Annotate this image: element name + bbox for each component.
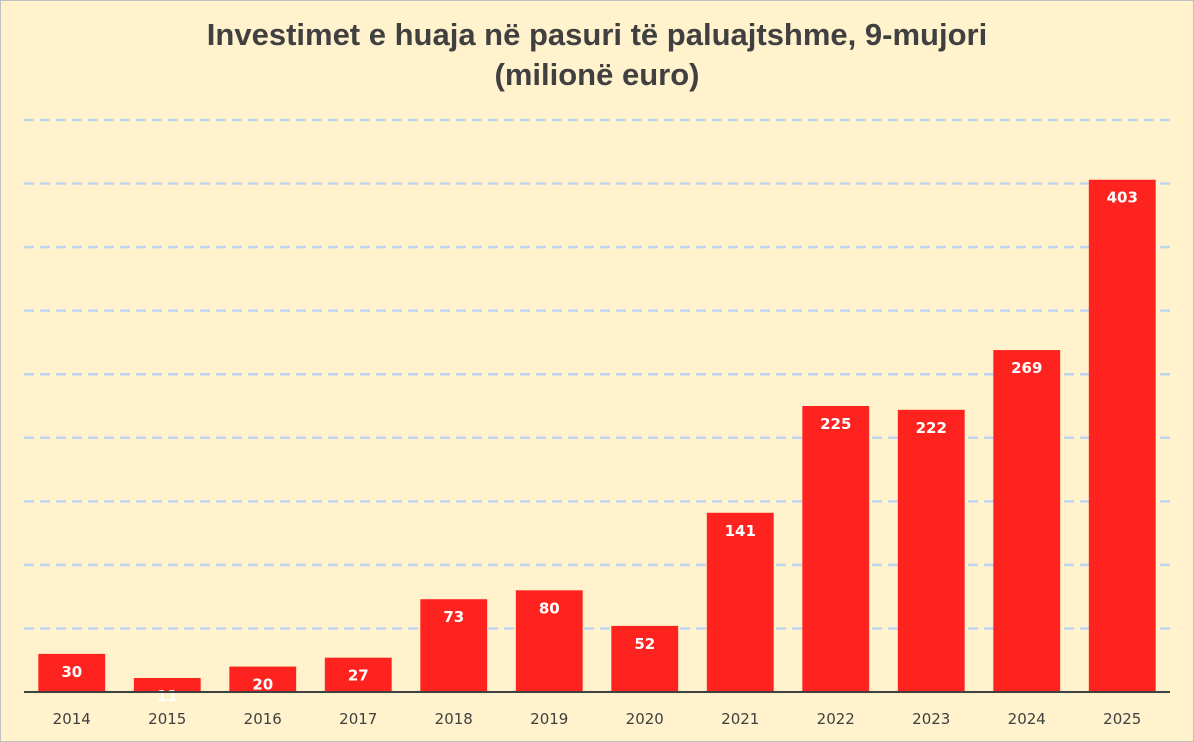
x-tick-label: 2019: [530, 710, 568, 728]
chart-subtitle: (milionë euro): [494, 57, 700, 92]
x-tick-label: 2021: [721, 710, 759, 728]
x-tick-label: 2016: [244, 710, 282, 728]
bar: [324, 657, 392, 692]
bar: [802, 406, 870, 692]
data-label: 403: [1107, 189, 1138, 207]
x-tick-label: 2018: [435, 710, 473, 728]
chart-title: Investimet e huaja në pasuri të paluajts…: [1, 15, 1193, 95]
data-label: 27: [348, 667, 369, 685]
bar: [611, 625, 679, 692]
data-label: 73: [443, 608, 464, 626]
bar: [897, 409, 965, 692]
bar: [229, 666, 297, 692]
x-tick-label: 2023: [912, 710, 950, 728]
x-tick-label: 2024: [1008, 710, 1046, 728]
bar: [133, 678, 201, 692]
x-tick-label: 2017: [339, 710, 377, 728]
data-label: 20: [252, 676, 273, 694]
data-label: 269: [1011, 359, 1042, 377]
data-label: 225: [820, 415, 851, 433]
bar: [706, 512, 774, 692]
x-tick-label: 2020: [626, 710, 664, 728]
x-tick-label: 2014: [53, 710, 91, 728]
x-tick-label: 2025: [1103, 710, 1141, 728]
bar: [1088, 179, 1156, 693]
data-label: 52: [634, 635, 655, 653]
x-tick-label: 2022: [817, 710, 855, 728]
data-label: 30: [61, 663, 82, 681]
bar: [420, 599, 488, 692]
bar: [38, 653, 106, 692]
data-label: 141: [725, 522, 756, 540]
bar: [993, 350, 1061, 692]
data-label: 11: [157, 687, 178, 705]
data-label: 80: [539, 599, 560, 617]
x-tick-label: 2015: [148, 710, 186, 728]
bar: [515, 590, 583, 692]
chart-title-line: Investimet e huaja në pasuri të paluajts…: [206, 17, 988, 52]
data-label: 222: [916, 419, 947, 437]
